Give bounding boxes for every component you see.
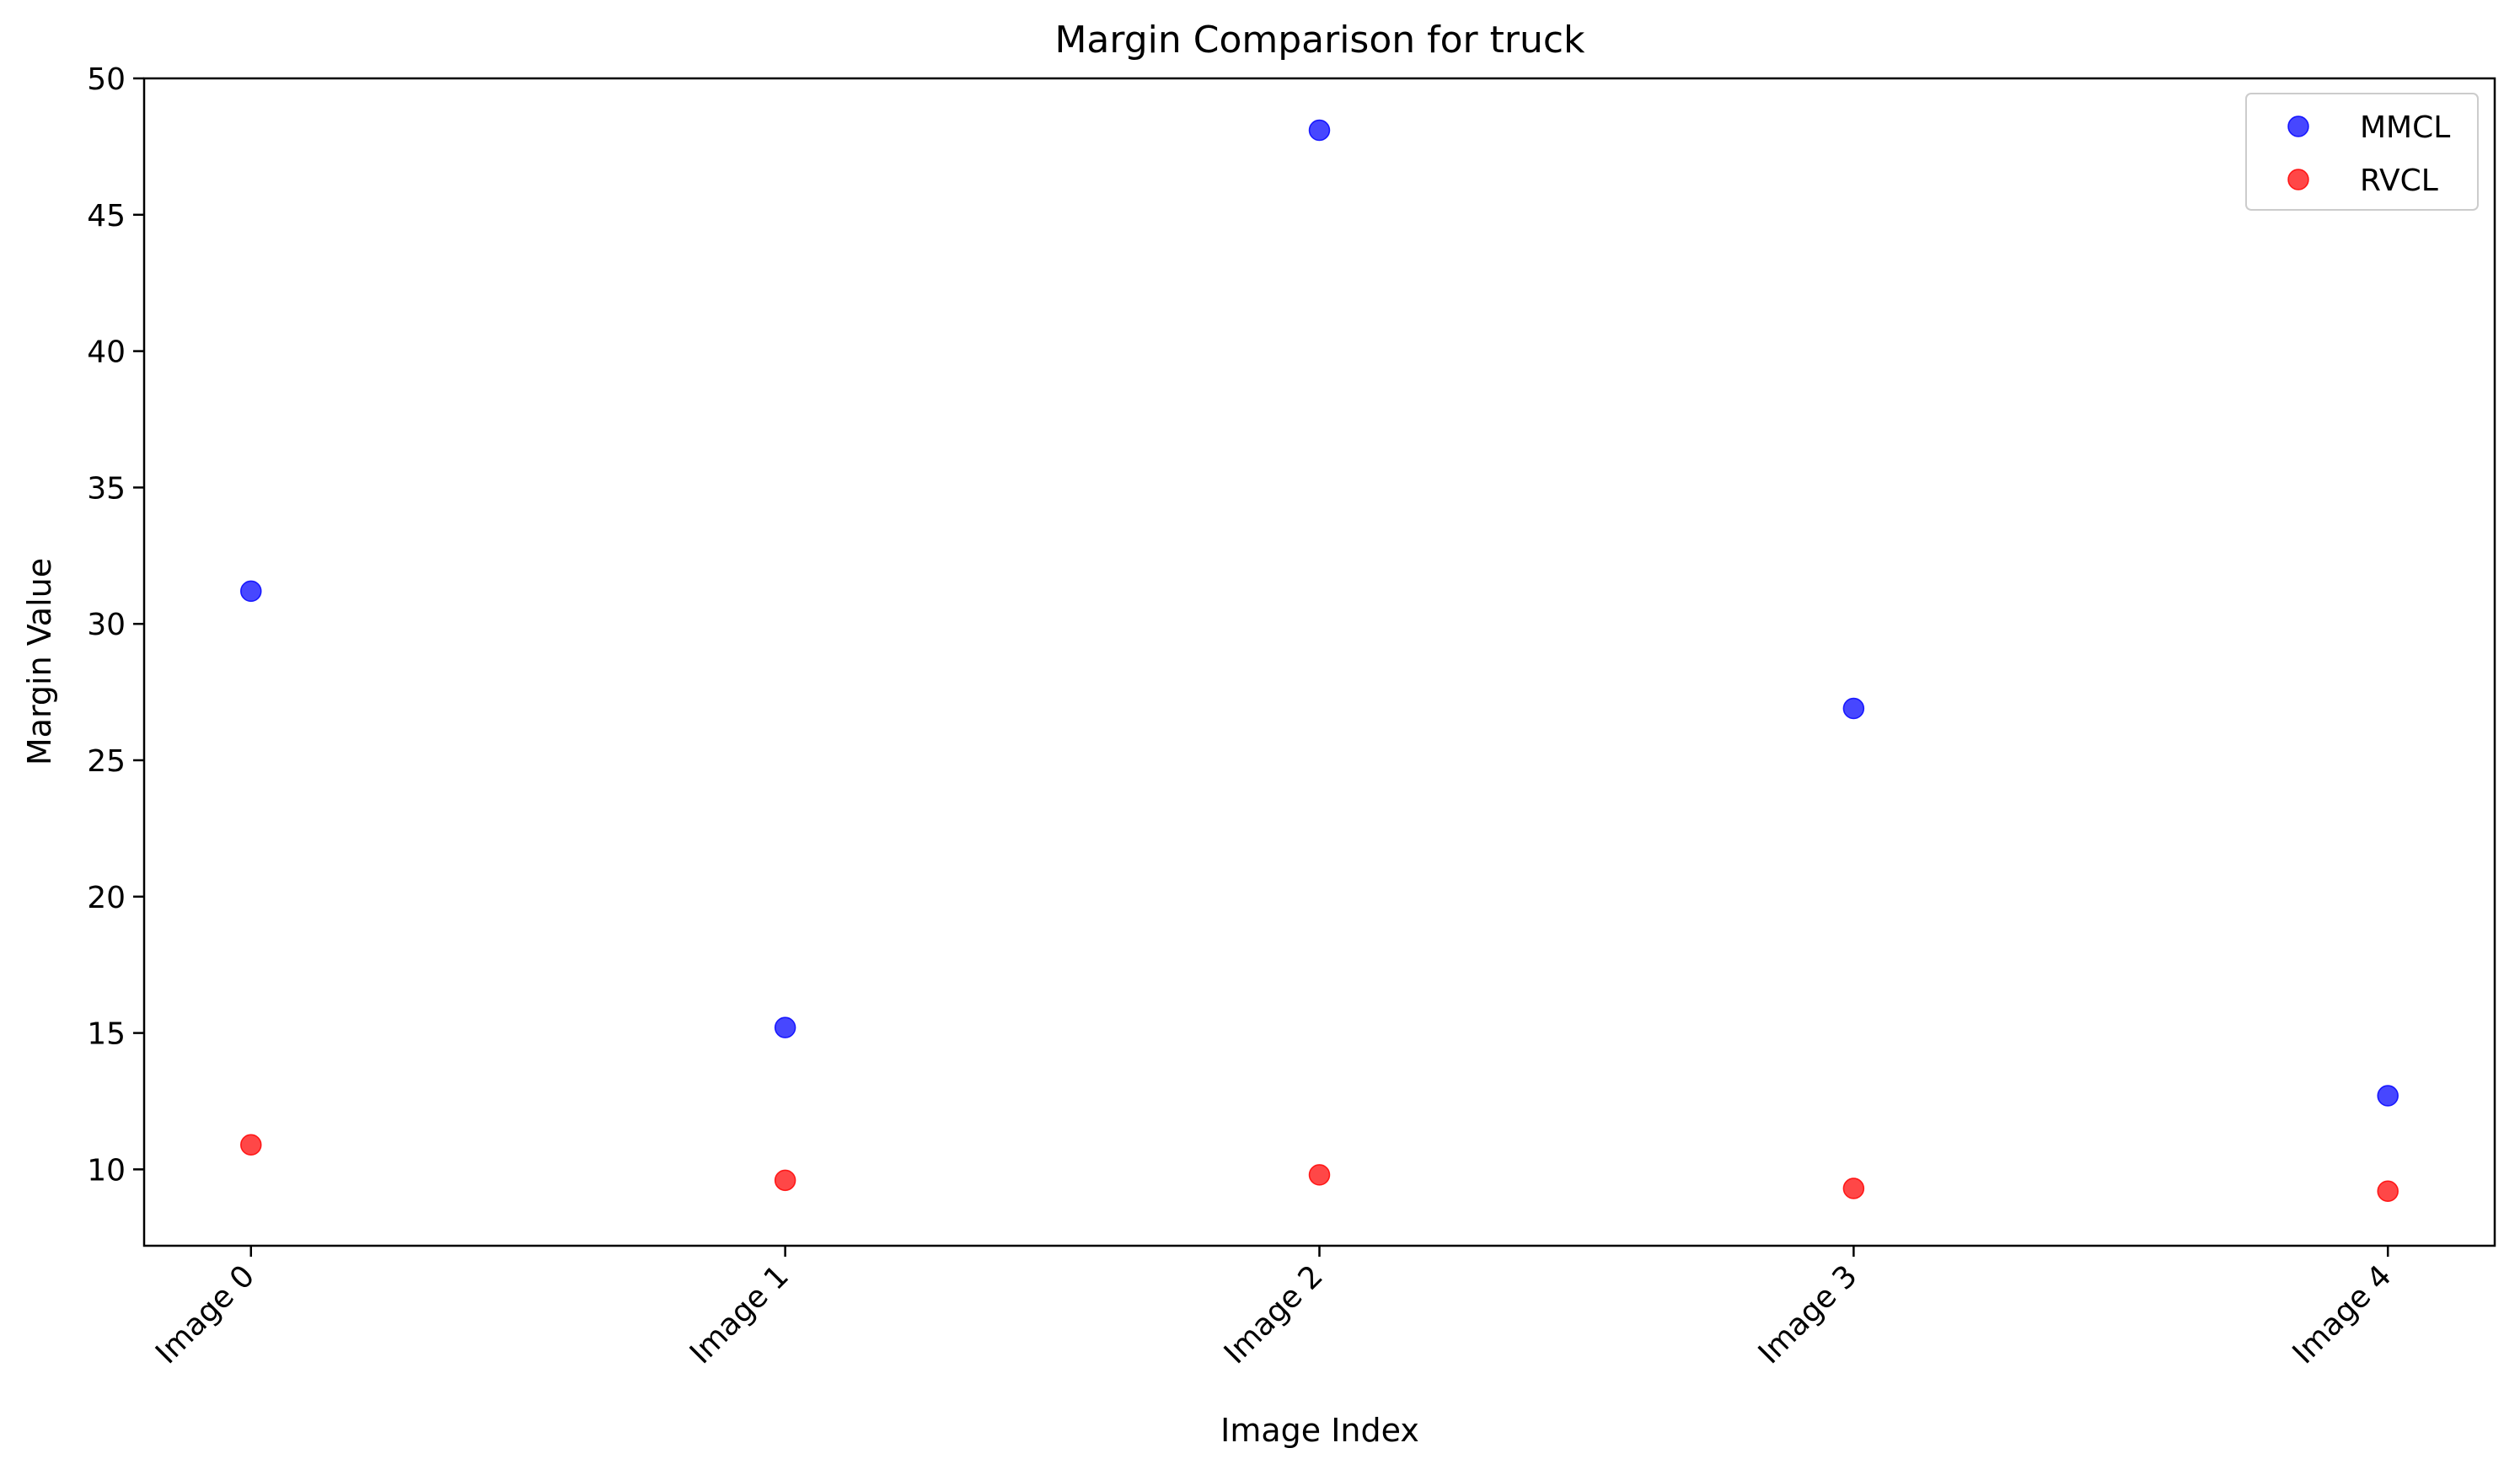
x-tick-label: Image 3 xyxy=(1752,1258,1864,1370)
point-rvcl-1 xyxy=(774,1169,796,1192)
legend-items: MMCL RVCL xyxy=(2287,110,2450,198)
y-tick-label: 20 xyxy=(87,881,126,915)
x-tick-label: Image 2 xyxy=(1218,1258,1330,1370)
legend-label-rvcl: RVCL xyxy=(2360,164,2438,198)
y-tick-label: 30 xyxy=(87,608,126,642)
point-mmcl-4 xyxy=(2377,1085,2399,1107)
x-tick-label: Image 4 xyxy=(2287,1258,2399,1370)
legend-label-mmcl: MMCL xyxy=(2360,110,2450,145)
point-rvcl-2 xyxy=(1308,1164,1331,1186)
point-rvcl-0 xyxy=(240,1134,262,1156)
point-mmcl-1 xyxy=(774,1016,796,1038)
point-rvcl-4 xyxy=(2377,1180,2399,1203)
plot-frame xyxy=(142,77,2496,1247)
y-tick-label: 10 xyxy=(87,1153,126,1188)
x-tick-label: Image 1 xyxy=(684,1258,796,1370)
y-tick-label: 15 xyxy=(87,1017,126,1052)
x-axis-label: Image Index xyxy=(1220,1412,1419,1449)
data-points xyxy=(240,119,2399,1203)
y-axis-ticks: 10 15 20 25 30 35 40 45 50 xyxy=(87,62,144,1188)
x-tick-label: Image 0 xyxy=(149,1258,261,1370)
legend-marker-rvcl xyxy=(2287,169,2309,190)
y-tick-label: 45 xyxy=(87,199,126,233)
point-mmcl-0 xyxy=(240,580,262,603)
chart-title: Margin Comparison for truck xyxy=(1054,19,1585,62)
legend: MMCL RVCL xyxy=(2245,93,2479,211)
y-axis-label: Margin Value xyxy=(21,558,58,765)
y-tick-label: 35 xyxy=(87,471,126,506)
point-mmcl-3 xyxy=(1842,697,1865,720)
y-tick-label: 50 xyxy=(87,62,126,97)
point-rvcl-3 xyxy=(1842,1177,1865,1199)
point-mmcl-2 xyxy=(1308,119,1331,142)
y-tick-label: 40 xyxy=(87,335,126,370)
y-tick-label: 25 xyxy=(87,744,126,779)
legend-marker-mmcl xyxy=(2287,115,2309,137)
x-axis-ticks: Image 0 Image 1 Image 2 Image 3 Image 4 xyxy=(149,1246,2399,1370)
